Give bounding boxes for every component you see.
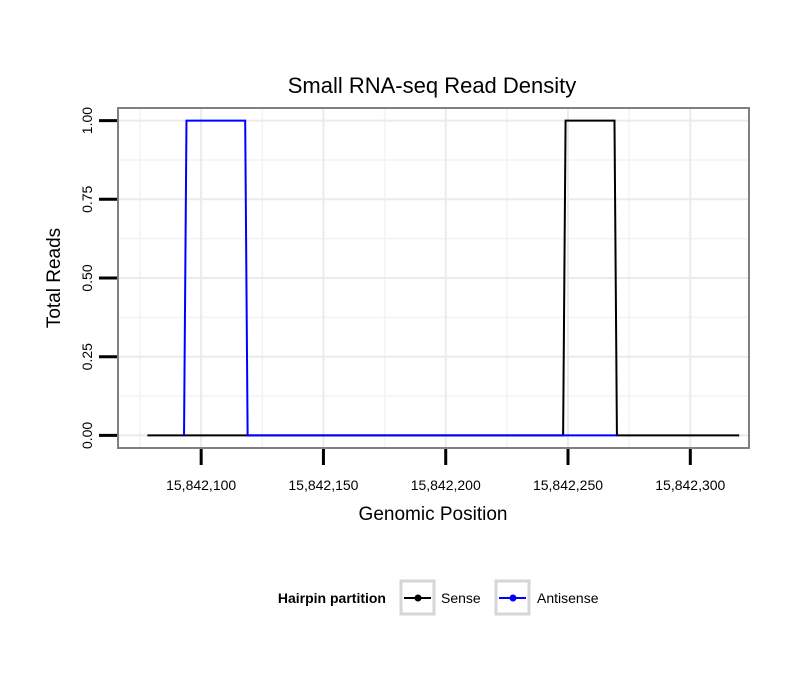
x-tick-label: 15,842,250 [533,477,603,493]
y-axis-title: Total Reads [44,228,65,328]
legend-label-sense: Sense [441,590,481,606]
legend: Hairpin partition Sense Antisense [278,579,599,616]
legend-key-sense-point [414,594,422,602]
y-tick-label: 0.00 [79,422,95,449]
legend-title: Hairpin partition [278,590,386,606]
series-line-antisense [183,119,617,437]
x-tick-label: 15,842,100 [166,477,236,493]
plot-border [117,107,750,449]
y-tick-label: 0.25 [79,343,95,370]
y-tick-label: 1.00 [79,107,95,134]
x-axis-title: Genomic Position [359,504,508,525]
axes: 15,842,100 15,842,150 15,842,200 15,842,250… [79,107,726,493]
x-tick-label: 15,842,200 [411,477,481,493]
x-tick-label: 15,842,150 [288,477,358,493]
y-tick-label: 0.75 [79,185,95,212]
chart-title: Small RNA-seq Read Density [288,73,577,98]
y-tick-label: 0.50 [79,264,95,291]
x-tick-label: 15,842,300 [655,477,725,493]
legend-label-antisense: Antisense [537,590,599,606]
series-lines [147,119,740,437]
legend-key-antisense-point [509,594,517,602]
